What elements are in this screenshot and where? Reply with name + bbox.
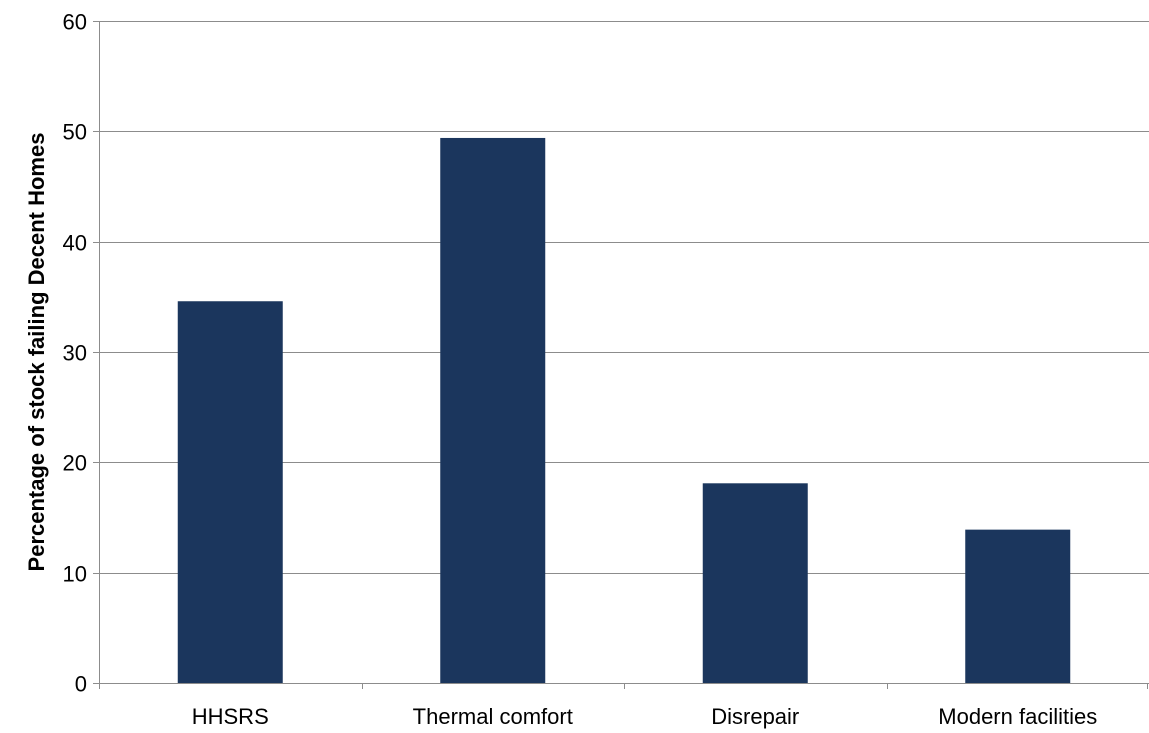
y-tick-label: 20: [63, 451, 87, 476]
y-axis-title: Percentage of stock failing Decent Homes: [24, 133, 49, 572]
y-tick-label: 40: [63, 231, 87, 256]
x-tick-label: Disrepair: [711, 704, 799, 729]
x-tick-label: HHSRS: [192, 704, 269, 729]
y-tick-label: 10: [63, 562, 87, 587]
x-tick-label: Thermal comfort: [413, 704, 573, 729]
axes: [99, 21, 1149, 689]
bar-hhsrs: [177, 301, 283, 683]
y-tick-label: 50: [63, 120, 87, 145]
bars: [177, 137, 1071, 683]
y-tick-labels: 0 10 20 30 40 50 60: [63, 10, 87, 697]
bar-modern-facilities: [965, 529, 1071, 683]
y-tick-label: 30: [63, 341, 87, 366]
bar-thermal-comfort: [440, 137, 546, 683]
x-tick-labels: HHSRS Thermal comfort Disrepair Modern faci…: [192, 704, 1097, 729]
y-tick-label: 0: [75, 672, 87, 697]
x-tick-label: Modern facilities: [938, 704, 1097, 729]
bar-disrepair: [702, 483, 808, 683]
y-tick-label: 60: [63, 10, 87, 35]
